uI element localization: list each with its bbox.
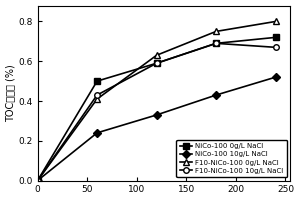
F10-NiCo-100 0g/L NaCl: [95, 98, 99, 100]
Line: F10-NiCo-100 0g/L NaCl: F10-NiCo-100 0g/L NaCl: [35, 19, 278, 183]
F10-NiCo-100 10g/L NaCl: [274, 46, 278, 49]
NiCo-100 10g/L NaCl: [155, 114, 158, 116]
Legend: NiCo-100 0g/L NaCl, NiCo-100 10g/L NaCl, F10-NiCo-100 0g/L NaCl, F10-NiCo-100 10: NiCo-100 0g/L NaCl, NiCo-100 10g/L NaCl,…: [176, 140, 287, 177]
F10-NiCo-100 10g/L NaCl: [214, 42, 218, 45]
Line: NiCo-100 10g/L NaCl: NiCo-100 10g/L NaCl: [35, 74, 278, 183]
F10-NiCo-100 10g/L NaCl: [36, 179, 39, 182]
NiCo-100 0g/L NaCl: [274, 36, 278, 39]
Line: F10-NiCo-100 10g/L NaCl: F10-NiCo-100 10g/L NaCl: [35, 41, 278, 183]
NiCo-100 10g/L NaCl: [214, 94, 218, 96]
NiCo-100 0g/L NaCl: [95, 80, 99, 82]
Line: NiCo-100 0g/L NaCl: NiCo-100 0g/L NaCl: [35, 35, 278, 183]
F10-NiCo-100 0g/L NaCl: [36, 179, 39, 182]
F10-NiCo-100 0g/L NaCl: [274, 20, 278, 23]
NiCo-100 10g/L NaCl: [274, 76, 278, 78]
F10-NiCo-100 10g/L NaCl: [155, 62, 158, 64]
NiCo-100 0g/L NaCl: [214, 42, 218, 45]
NiCo-100 10g/L NaCl: [95, 132, 99, 134]
F10-NiCo-100 0g/L NaCl: [214, 30, 218, 33]
NiCo-100 0g/L NaCl: [36, 179, 39, 182]
NiCo-100 0g/L NaCl: [155, 62, 158, 64]
NiCo-100 10g/L NaCl: [36, 179, 39, 182]
F10-NiCo-100 0g/L NaCl: [155, 54, 158, 56]
Y-axis label: TOC去除率 (%): TOC去除率 (%): [6, 64, 16, 122]
F10-NiCo-100 10g/L NaCl: [95, 94, 99, 96]
